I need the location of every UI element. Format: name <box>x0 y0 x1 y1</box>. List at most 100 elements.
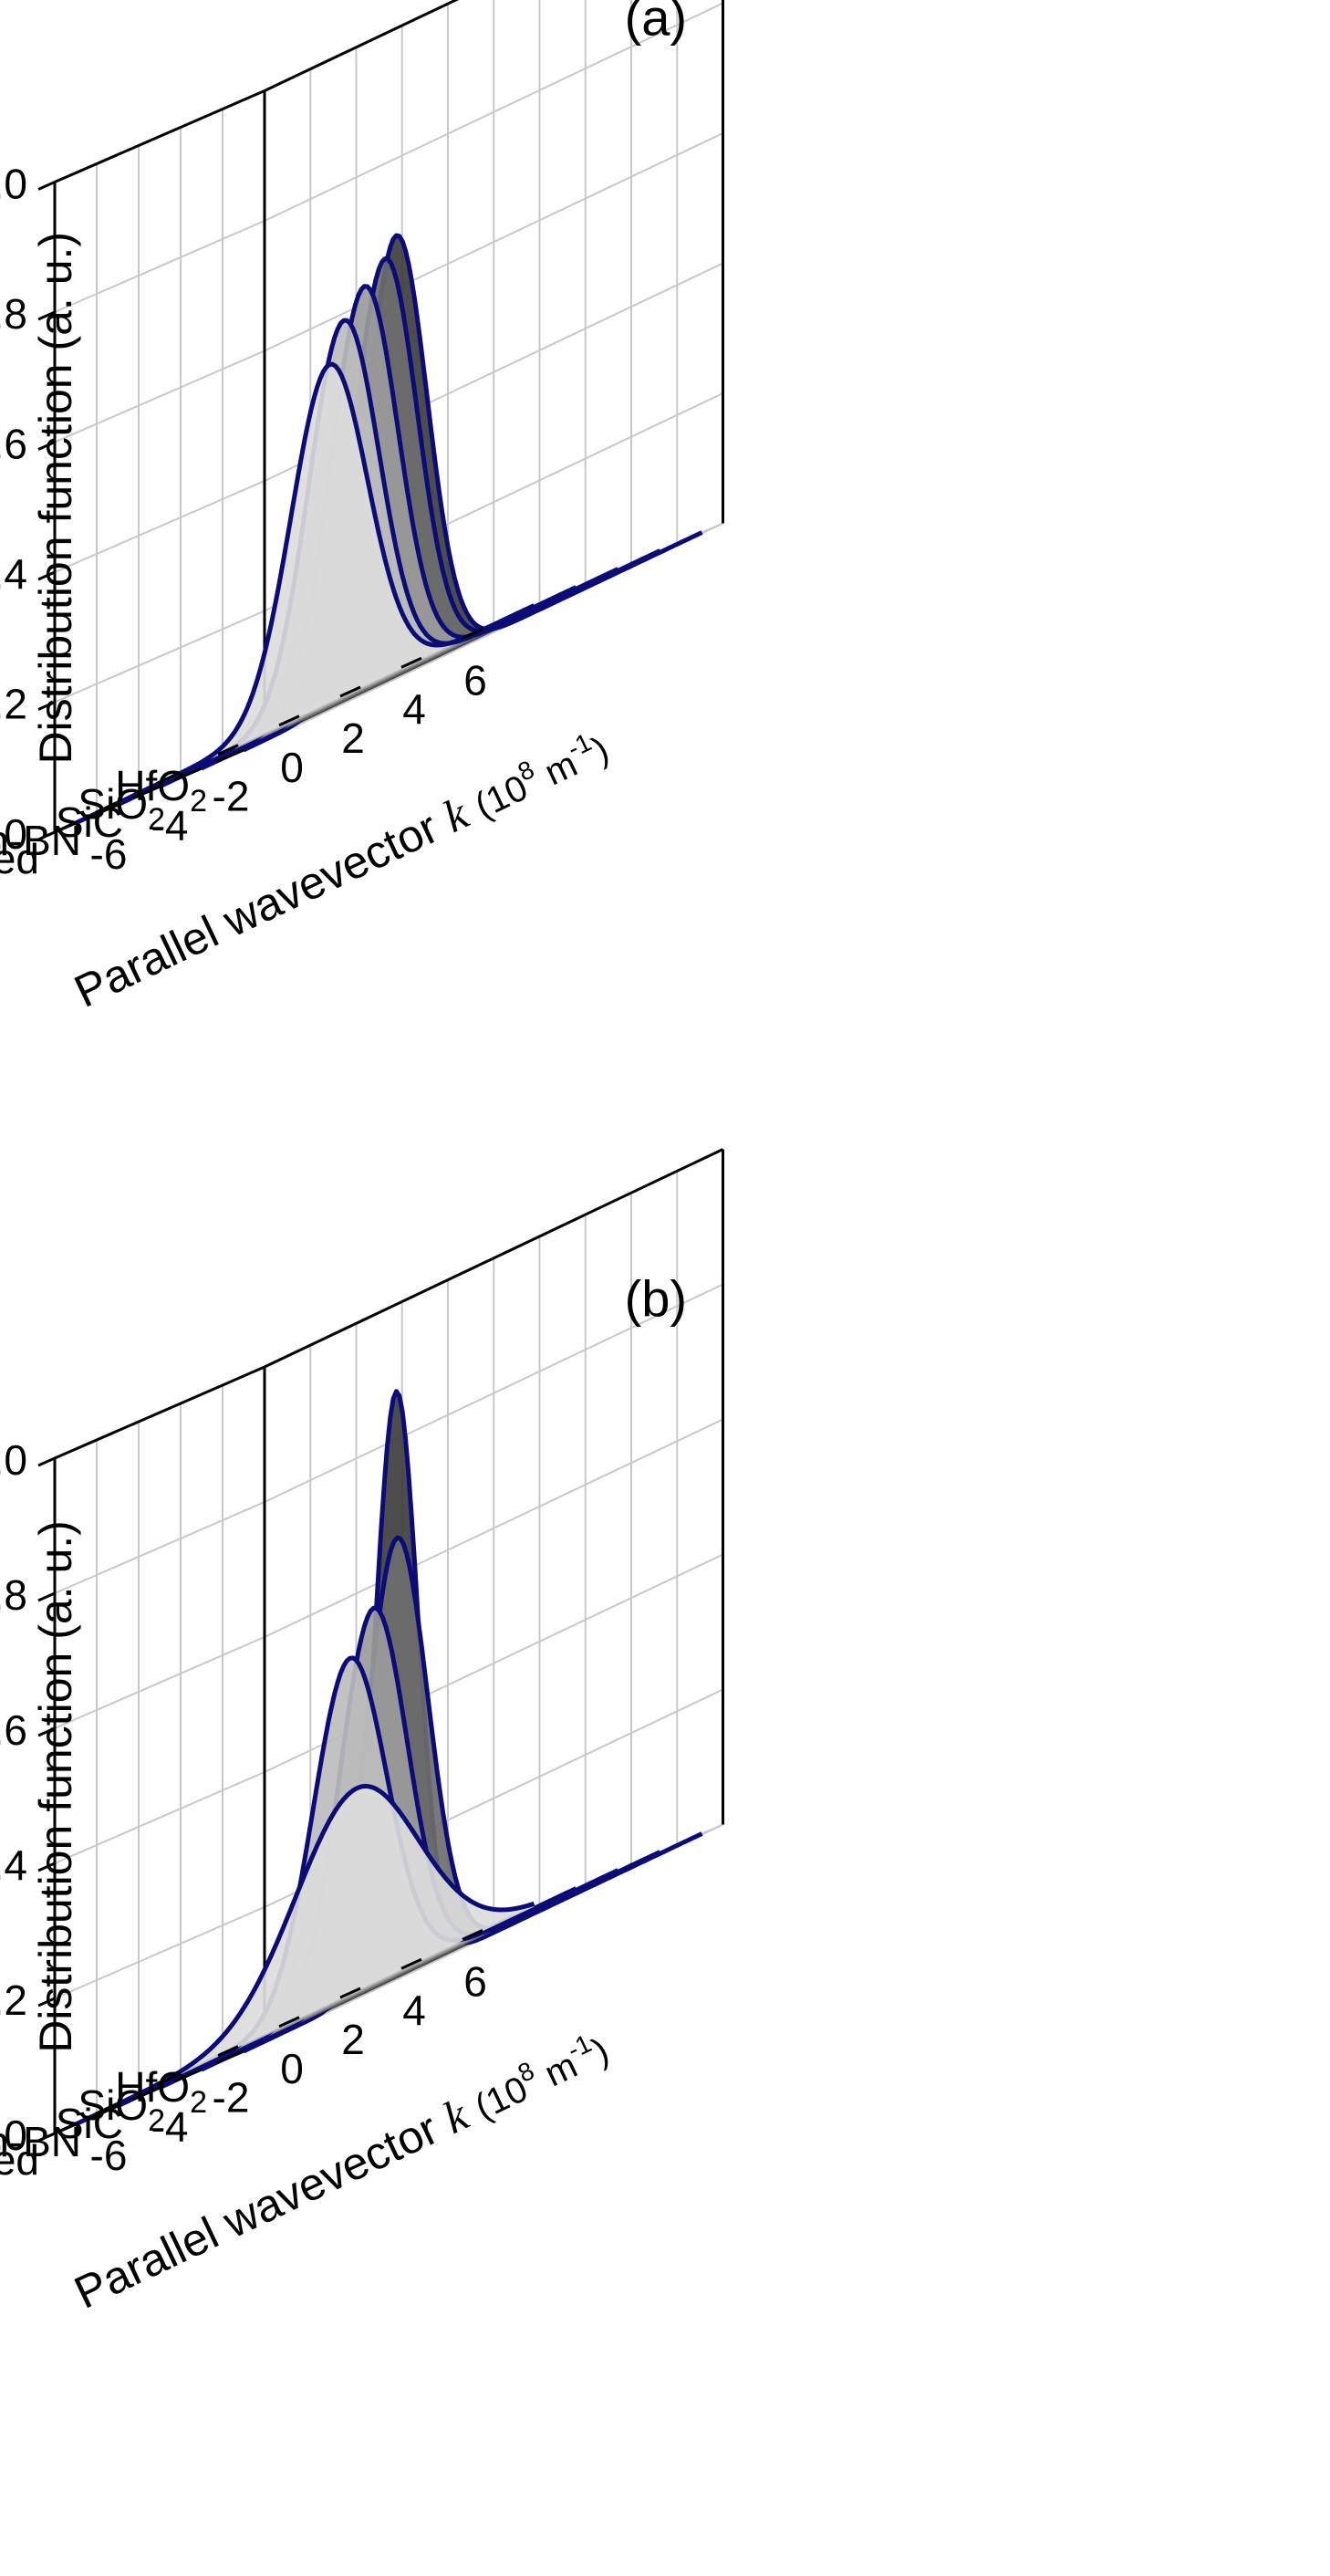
x-tick-label: -6 <box>90 2132 128 2179</box>
z-tick-label: 0.8 <box>0 290 27 338</box>
series-label-hfo2: HfO2 <box>115 762 207 819</box>
series-label-main: HfO <box>115 2063 190 2111</box>
chart-panel-b: 0.0 0.2 0.4 0.6 0.8 1.0 HfO2SiO2SiCh-BNSuspend… <box>0 1148 724 2319</box>
series-label-main: h-BN <box>0 817 81 864</box>
series-label-subscript: 2 <box>190 2085 207 2120</box>
x-tick-label: -4 <box>151 801 189 849</box>
x-tick-label: -4 <box>151 2102 189 2150</box>
side-wall-gridline <box>54 220 265 313</box>
series-label-main: Suspended <box>0 835 39 882</box>
back-top-edge <box>264 1148 724 1369</box>
x-tick-mark <box>462 628 483 640</box>
z-ticks: 0.0 0.2 0.4 0.6 0.8 1.0 <box>0 1436 56 2159</box>
z-tick-mark <box>37 1862 56 1872</box>
series-label-main: Suspended <box>0 2136 39 2184</box>
side-wall-gridline <box>54 1771 265 1864</box>
x-tick-label: 6 <box>463 1957 487 2005</box>
series-label-suspended: Suspended <box>0 835 39 882</box>
x-tick-mark <box>95 2102 117 2115</box>
side-top-edge <box>54 1365 265 1460</box>
x-tick-label: -6 <box>90 830 128 878</box>
x-tick-label: 6 <box>463 656 487 704</box>
z-tick-mark <box>37 701 56 711</box>
x-tick-mark <box>278 2016 300 2028</box>
series-line-suspended <box>74 361 535 826</box>
series-tick-mark <box>173 2068 203 2083</box>
z-tick-mark <box>37 181 56 191</box>
x-tick-label: -2 <box>213 2074 250 2122</box>
side-top-edge <box>54 89 265 183</box>
series-area-sio2 <box>202 1538 660 2070</box>
series-line-h-bn <box>116 1655 577 2109</box>
x-tick-label: 4 <box>402 685 426 733</box>
series-area-suspended <box>76 1786 535 2124</box>
series-labels: HfO2SiO2SiCh-BNSuspended <box>0 2049 244 2184</box>
series-label-h-bn: h-BN <box>0 817 81 864</box>
series-tick-mark <box>173 767 203 782</box>
series-tick-mark <box>131 785 161 800</box>
x-tick-mark <box>278 714 300 727</box>
x-tick-label: 2 <box>341 714 365 762</box>
panel-label: (b) <box>625 1269 687 1327</box>
x-tick-label: 0 <box>280 744 304 791</box>
series-tick-mark <box>215 2049 244 2065</box>
z-tick-mark <box>37 1997 56 2008</box>
series-tick-mark <box>47 2122 77 2138</box>
side-wall-gridline <box>54 349 265 443</box>
x-tick-mark <box>95 801 117 814</box>
x-tick-label: 4 <box>402 1987 426 2034</box>
z-tick-label: 1.0 <box>0 1436 27 1484</box>
series-label-main: HfO <box>115 762 190 809</box>
x-tick-mark <box>339 685 361 698</box>
series-label-main: h-BN <box>0 2118 81 2165</box>
z-tick-label: 0.4 <box>0 550 27 598</box>
z-tick-label: 0.4 <box>0 1841 27 1889</box>
side-wall-gridline <box>54 1906 265 1999</box>
x-tick-label: 2 <box>341 2016 365 2063</box>
series-curves <box>74 233 703 826</box>
z-tick-mark <box>37 1591 56 1602</box>
z-tick-label: 0.6 <box>0 421 27 468</box>
series-label-suspended: Suspended <box>0 2136 39 2184</box>
side-wall-gridline <box>54 610 265 704</box>
x-tick-mark <box>217 2045 239 2057</box>
x-tick-mark <box>217 744 239 756</box>
series-curves <box>74 1389 703 2127</box>
z-tick-mark <box>37 1456 56 1467</box>
x-tick-mark <box>156 773 178 785</box>
series-line-suspended <box>74 1783 535 2127</box>
z-ticks: 0.0 0.2 0.4 0.6 0.8 1.0 <box>0 161 56 858</box>
z-tick-mark <box>37 441 56 451</box>
x-tick-mark <box>339 1987 361 1999</box>
z-tick-label: 0.0 <box>0 2112 27 2159</box>
series-label-h-bn: h-BN <box>0 2118 81 2165</box>
series-area-suspended <box>76 364 535 823</box>
series-tick-mark <box>131 2086 161 2101</box>
side-wall-gridline <box>54 480 265 573</box>
series-label-subscript: 2 <box>190 784 207 819</box>
series-tick-mark <box>215 748 244 764</box>
side-wall-gridline <box>54 1501 265 1594</box>
x-tick-mark <box>462 1929 483 1941</box>
x-tick-label: -2 <box>213 773 250 820</box>
z-tick-mark <box>37 570 56 581</box>
panel-label: (a) <box>625 0 687 46</box>
z-tick-label: 0.2 <box>0 681 27 728</box>
series-label-subscript: 2 <box>148 2103 165 2138</box>
z-tick-label: 0.8 <box>0 1571 27 1619</box>
z-axis-title: Distribution function (a. u.) <box>30 232 81 765</box>
z-tick-label: 0.6 <box>0 1706 27 1754</box>
x-tick-label: 0 <box>280 2045 304 2092</box>
series-tick-mark <box>47 821 77 837</box>
z-tick-label: 1.0 <box>0 161 27 208</box>
x-tick-mark <box>400 656 422 669</box>
z-tick-mark <box>37 310 56 321</box>
series-labels: HfO2SiO2SiCh-BNSuspended <box>0 748 244 882</box>
back-top-edge <box>264 0 460 92</box>
z-tick-label: 0.0 <box>0 810 27 858</box>
x-tick-mark <box>400 1957 422 1970</box>
series-label-subscript: 2 <box>148 802 165 837</box>
